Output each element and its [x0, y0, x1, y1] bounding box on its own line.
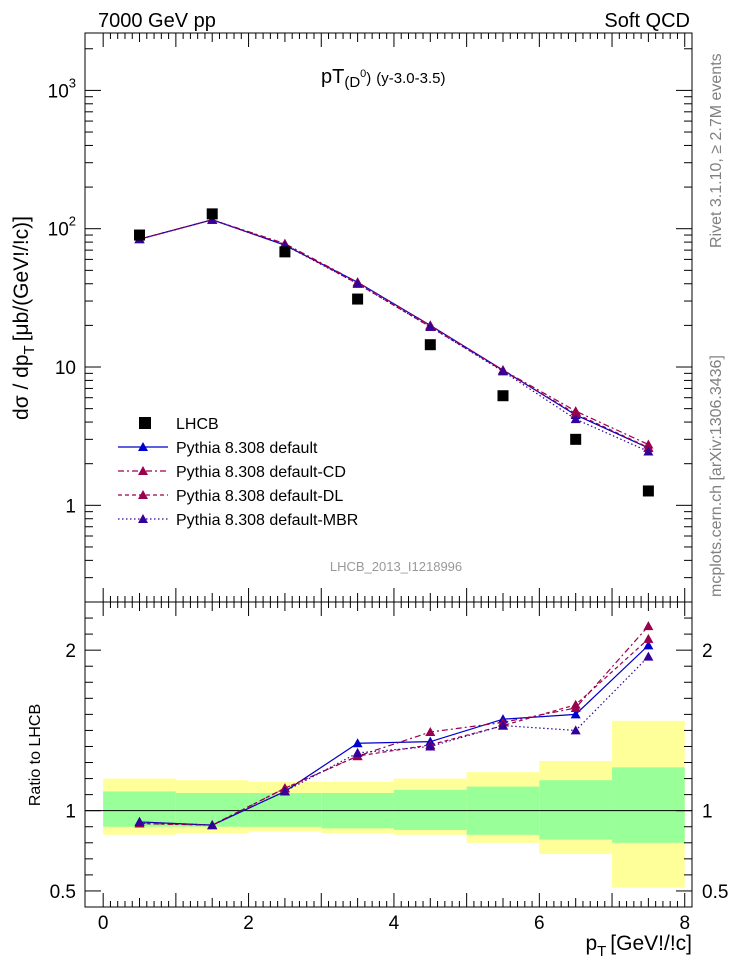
ratio-point-2: [570, 699, 581, 709]
legend-label: Pythia 8.308 default-MBR: [176, 512, 358, 529]
side-label-top: Rivet 3.1.10, ≥ 2.7M events: [708, 53, 725, 248]
ratio-point-0: [570, 709, 581, 719]
ratio-point-3: [352, 747, 363, 757]
xtick-label: 8: [679, 913, 690, 934]
ratio-point-0: [643, 640, 654, 650]
ratio-point-3: [497, 720, 508, 730]
series-point-4: [570, 414, 581, 424]
ratio-point-2: [643, 633, 654, 643]
data-point: [642, 485, 654, 497]
ratio-line-3: [139, 656, 649, 826]
xtick-label: 6: [534, 913, 545, 934]
data-point: [279, 246, 291, 258]
main-ytick-label: 1: [65, 496, 76, 517]
series-point-4: [643, 446, 654, 456]
data-point: [424, 339, 436, 351]
legend-marker: [139, 417, 151, 429]
ratio-point-3: [425, 741, 436, 751]
legend-label: Pythia 8.308 default-DL: [176, 488, 343, 505]
main-panel: 1 10 102 103 pT(D0) (y-3.0-3.5) LHCB_2013_I1…: [10, 32, 693, 603]
xtick-label: 2: [243, 913, 254, 934]
ratio-panel: 0.5 0.5 1 1 2 2 0 2 4 6 8 Ratio to LHCB pT [GeV!/!…: [27, 601, 728, 960]
legend: LHCB Pythia 8.308 default Pythia 8.308 def…: [118, 416, 358, 529]
ratio-point-3: [207, 820, 218, 830]
legend-label: Pythia 8.308 default-CD: [176, 464, 346, 481]
ratio-point-3: [570, 725, 581, 735]
ratio-band-inner: [393, 789, 467, 830]
title-sub: (D: [344, 74, 360, 91]
legend-marker: [138, 466, 148, 475]
analysis-watermark: LHCB_2013_I1218996: [330, 559, 462, 574]
title-rest: (y-3.0-3.5): [376, 70, 445, 87]
series-point-4: [352, 278, 363, 288]
series-point-3: [570, 408, 581, 418]
header-right: Soft QCD: [604, 10, 690, 32]
xaxis-label: pT [GeV!/!c]: [585, 932, 692, 960]
legend-marker: [138, 514, 148, 523]
title-main: pT: [321, 66, 344, 88]
plot-title: pT(D0) (y-3.0-3.5): [321, 66, 445, 91]
ratio-ytick-label-right: 2: [702, 641, 713, 662]
ratio-point-3: [134, 816, 145, 826]
ratio-band-inner: [612, 767, 685, 843]
ylabel-sub: T: [21, 345, 38, 354]
ratio-ytick-label: 0.5: [50, 882, 76, 903]
data-point: [134, 229, 146, 241]
xtick-label: 4: [389, 913, 400, 934]
title-close: ): [366, 70, 371, 87]
ratio-frame: [84, 601, 693, 908]
series-line-4: [139, 219, 649, 453]
ratio-line-2: [139, 638, 649, 826]
main-ytick-label: 10: [55, 358, 76, 379]
main-ytick-label: 102: [48, 214, 76, 241]
ratio-ytick-label: 2: [65, 641, 76, 662]
legend-marker: [138, 490, 148, 499]
legend-label: Pythia 8.308 default: [176, 440, 318, 457]
data-point: [352, 293, 364, 305]
ratio-point-3: [643, 651, 654, 661]
ylabel-main: dσ / dp: [10, 354, 33, 420]
ratio-band-inner: [539, 780, 613, 840]
ratio-ytick-label: 1: [65, 802, 76, 823]
ratio-point-0: [352, 738, 363, 748]
legend-marker: [138, 442, 148, 451]
series-point-4: [497, 366, 508, 376]
ratio-band-inner: [248, 793, 322, 827]
data-point: [206, 208, 218, 220]
side-label-bottom: mcplots.cern.ch [arXiv:1306.3436]: [708, 355, 725, 597]
ratio-ylabel: Ratio to LHCB: [27, 704, 44, 806]
ylabel-rest: [μb/(GeV!/!c)]: [10, 216, 33, 341]
header-left: 7000 GeV pp: [98, 10, 216, 32]
legend-label: LHCB: [176, 416, 219, 433]
main-ytick-label: 103: [48, 75, 76, 102]
xtick-label: 0: [98, 913, 109, 934]
ratio-ytick-label-right: 0.5: [702, 882, 728, 903]
ratio-point-1: [643, 621, 654, 631]
series-point-4: [425, 321, 436, 331]
title-sup: 0: [360, 68, 366, 80]
main-ylabel: dσ / dpT [μb/(GeV!/!c)]: [10, 216, 38, 420]
xlabel-main: p: [585, 932, 597, 955]
xlabel-rest: [GeV!/!c]: [610, 932, 692, 955]
ratio-point-3: [279, 786, 290, 796]
xlabel-sub: T: [597, 943, 606, 960]
ratio-ytick-label-right: 1: [702, 802, 713, 823]
data-point: [570, 433, 582, 445]
ratio-point-1: [425, 727, 436, 737]
data-point: [497, 390, 509, 402]
